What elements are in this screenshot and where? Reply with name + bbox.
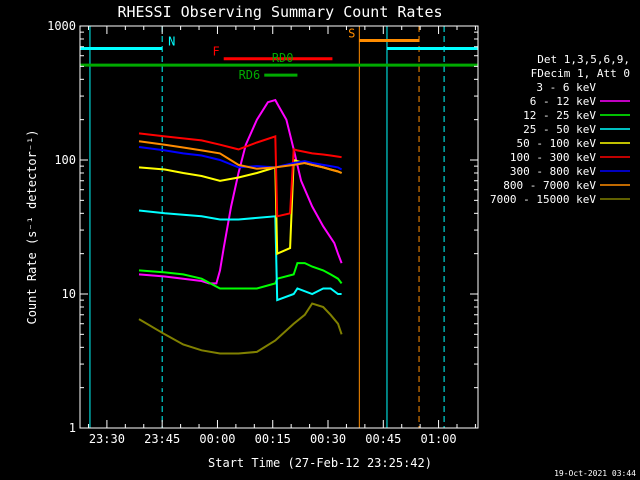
- y-tick-label-1: 10: [62, 287, 76, 301]
- status-bar-label-n: N: [168, 34, 175, 48]
- x-tick-label-6: 01:00: [421, 432, 457, 446]
- legend-label-1: 6 - 12 keV: [530, 95, 597, 108]
- series-line-7: [138, 140, 342, 174]
- legend-label-6: 300 - 800 keV: [510, 165, 596, 178]
- status-bar-label-f: F: [212, 45, 219, 59]
- chart-title: RHESSI Observing Summary Count Rates: [117, 3, 442, 21]
- legend-label-4: 50 - 100 keV: [517, 137, 597, 150]
- x-tick-label-4: 00:30: [310, 432, 346, 446]
- series-line-5: [138, 132, 342, 218]
- legend-header-line-1: Det 1,3,5,6,9,: [537, 53, 630, 66]
- series-line-0: [138, 100, 343, 419]
- y-tick-label-2: 100: [54, 153, 76, 167]
- x-tick-label-2: 00:00: [199, 432, 235, 446]
- status-bar-label-s: S: [348, 26, 355, 40]
- legend-label-5: 100 - 300 keV: [510, 151, 596, 164]
- x-tick-label-3: 00:15: [255, 432, 291, 446]
- legend-label-3: 25 - 50 keV: [523, 123, 596, 136]
- x-tick-label-5: 00:45: [365, 432, 401, 446]
- y-tick-label-3: 1000: [47, 19, 76, 33]
- plot-frame: [79, 25, 479, 429]
- legend-label-7: 800 - 7000 keV: [503, 179, 596, 192]
- legend-label-8: 7000 - 15000 keV: [490, 193, 596, 206]
- legend-label-2: 12 - 25 keV: [523, 109, 596, 122]
- legend-header-line-2: FDecim 1, Att 0: [531, 67, 630, 80]
- x-tick-label-0: 23:30: [89, 432, 125, 446]
- x-axis-label: Start Time (27-Feb-12 23:25:42): [208, 456, 432, 470]
- y-tick-label-0: 1: [69, 421, 76, 435]
- series-line-3: [138, 209, 342, 302]
- status-bar-label-rd0: RD0: [272, 51, 294, 65]
- legend-label-0: 3 - 6 keV: [536, 81, 596, 94]
- series-line-8: [138, 302, 343, 355]
- y-axis-label: Count Rate (s⁻¹ detector⁻¹): [25, 129, 39, 324]
- timestamp: 19-Oct-2021 03:44: [554, 469, 636, 478]
- x-tick-label-1: 23:45: [144, 432, 180, 446]
- series-line-2: [138, 262, 343, 290]
- plot-area: N S F RD0 RD6 23:30 23:45 00:00 00:15 00:30 00:45 0…: [47, 19, 479, 446]
- series-line-1: [138, 98, 343, 285]
- status-bar-label-rd6: RD6: [239, 68, 261, 82]
